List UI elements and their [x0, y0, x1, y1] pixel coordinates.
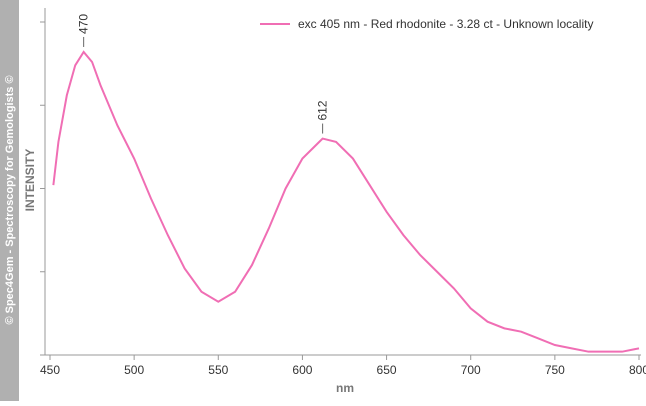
- x-tick-label: 450: [40, 363, 60, 377]
- x-tick-label: 500: [124, 363, 144, 377]
- x-tick-label: 800: [629, 363, 646, 377]
- sidebar: [0, 0, 19, 401]
- x-tick-label: 750: [545, 363, 565, 377]
- x-axis-label: nm: [336, 381, 354, 395]
- spectrum-line: [52, 50, 640, 353]
- legend-label: exc 405 nm - Red rhodonite - 3.28 ct - U…: [298, 17, 593, 31]
- x-tick-label: 650: [377, 363, 397, 377]
- x-tick-label: 700: [461, 363, 481, 377]
- sidebar-text: © Spec4Gem - Spectroscopy for Gemologist…: [4, 75, 16, 324]
- y-axis-label: INTENSITY: [23, 149, 37, 212]
- annotation-label: 470: [77, 14, 91, 34]
- annotation-label: 612: [316, 100, 330, 120]
- x-tick-label: 550: [208, 363, 228, 377]
- x-tick-label: 600: [292, 363, 312, 377]
